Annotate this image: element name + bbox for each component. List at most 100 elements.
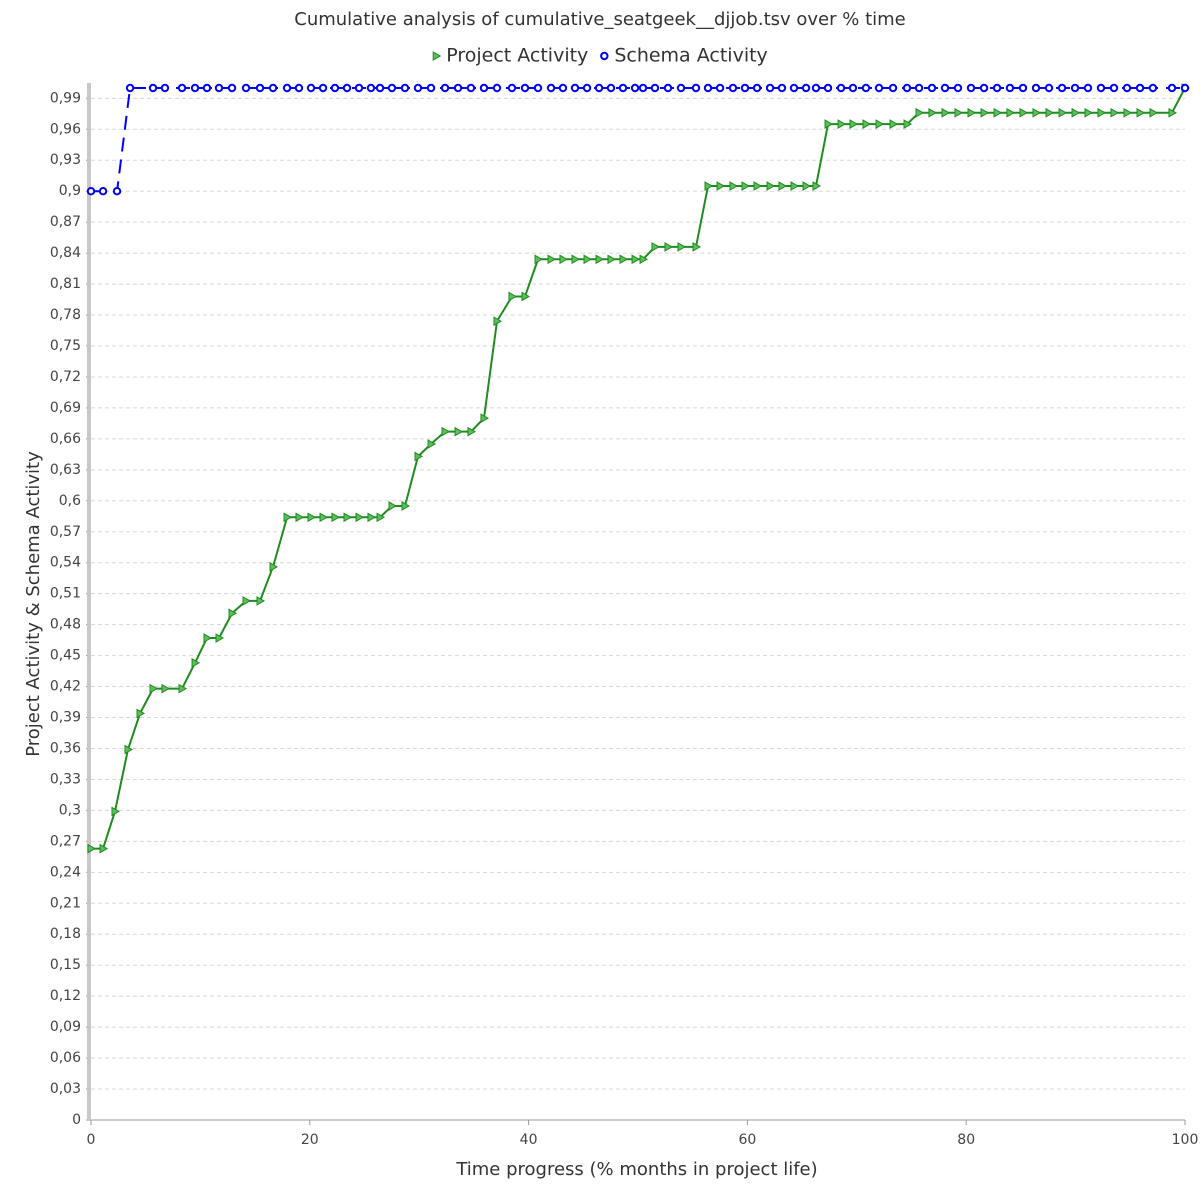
data-point: [375, 83, 385, 93]
data-point: [1032, 107, 1042, 118]
data-point: [888, 83, 898, 93]
data-point: [507, 83, 517, 93]
data-point: [87, 843, 97, 854]
data-point: [594, 83, 604, 93]
y-tick-label: 0,78: [50, 307, 81, 323]
data-point: [1180, 83, 1190, 93]
data-point: [1136, 107, 1146, 118]
data-point: [889, 119, 899, 129]
data-point: [967, 107, 977, 118]
data-point: [966, 83, 976, 93]
x-tick-label: 40: [520, 1132, 538, 1148]
data-point: [427, 439, 437, 449]
y-tick-label: 0,6: [59, 493, 81, 509]
y-tick-label: 0,63: [50, 462, 81, 478]
y-axis-title: Project Activity & Schema Activity: [23, 451, 44, 757]
data-point: [149, 683, 159, 694]
data-point: [1083, 83, 1093, 93]
data-point: [595, 254, 605, 265]
data-point: [241, 83, 251, 93]
y-tick-label: 0,54: [50, 555, 81, 571]
data-point: [1168, 107, 1177, 118]
data-point: [1071, 107, 1081, 118]
data-point: [861, 83, 871, 93]
data-point: [691, 83, 701, 93]
data-point: [715, 83, 725, 93]
y-tick-label: 0,18: [50, 926, 81, 942]
data-point: [343, 512, 353, 523]
data-point: [1122, 83, 1132, 93]
y-tick-label: 0,96: [50, 121, 81, 137]
data-point: [752, 83, 762, 93]
data-point: [178, 683, 188, 694]
data-point: [493, 316, 502, 327]
y-tick-label: 0,75: [50, 338, 81, 354]
y-tick-label: 0,03: [50, 1081, 81, 1097]
data-point: [618, 83, 628, 93]
data-point: [331, 512, 340, 523]
data-point: [191, 657, 201, 668]
data-point: [111, 806, 120, 817]
data-point: [571, 254, 580, 265]
data-point: [765, 83, 775, 93]
y-axis: [87, 83, 91, 1120]
x-axis-title: Time progress (% months in project life): [455, 1159, 817, 1180]
data-point: [1005, 83, 1015, 93]
x-tick-label: 60: [738, 1132, 756, 1148]
data-point: [941, 107, 950, 118]
data-point: [414, 451, 424, 462]
y-tick-label: 0,45: [50, 648, 81, 664]
data-point: [790, 181, 800, 191]
data-point: [355, 512, 365, 523]
data-point: [766, 181, 776, 191]
data-point: [607, 254, 616, 265]
data-point: [367, 512, 376, 523]
y-tick-label: 0,81: [50, 276, 81, 292]
data-point: [753, 181, 763, 191]
data-point: [664, 242, 673, 252]
data-point: [124, 744, 133, 755]
y-tick-label: 0,9: [59, 183, 81, 199]
data-point: [980, 107, 990, 118]
y-tick-label: 0,51: [50, 586, 81, 602]
data-point: [789, 83, 799, 93]
data-point: [777, 83, 787, 93]
y-tick-label: 0,12: [50, 988, 81, 1004]
data-point: [631, 254, 641, 265]
data-point: [547, 254, 557, 265]
data-point: [823, 83, 833, 93]
y-tick-label: 0,39: [50, 710, 81, 726]
data-point: [663, 83, 673, 93]
data-point: [319, 512, 329, 523]
data-point: [533, 83, 543, 93]
data-point: [630, 83, 640, 93]
data-point: [268, 83, 278, 93]
y-tick-label: 0,24: [50, 864, 81, 880]
data-point: [546, 83, 556, 93]
data-point: [413, 83, 423, 93]
data-point: [190, 83, 200, 93]
data-point: [902, 83, 912, 93]
data-point: [125, 83, 135, 93]
data-point: [1167, 83, 1177, 93]
data-point: [366, 83, 376, 93]
data-point: [704, 181, 714, 191]
legend-symbol: [432, 51, 442, 61]
data-point: [801, 83, 811, 93]
x-tick-label: 100: [1172, 1132, 1199, 1148]
data-point: [1110, 107, 1120, 118]
data-point: [177, 83, 187, 93]
data-point: [492, 83, 502, 93]
data-point: [1031, 83, 1041, 93]
data-point: [388, 501, 397, 511]
data-point: [928, 107, 937, 118]
data-point: [148, 83, 158, 93]
data-point: [927, 83, 937, 93]
data-point: [376, 512, 386, 523]
data-point: [202, 83, 212, 93]
data-point: [1018, 83, 1028, 93]
data-point: [651, 242, 660, 252]
legend-symbol: [600, 51, 609, 61]
data-point: [214, 83, 224, 93]
